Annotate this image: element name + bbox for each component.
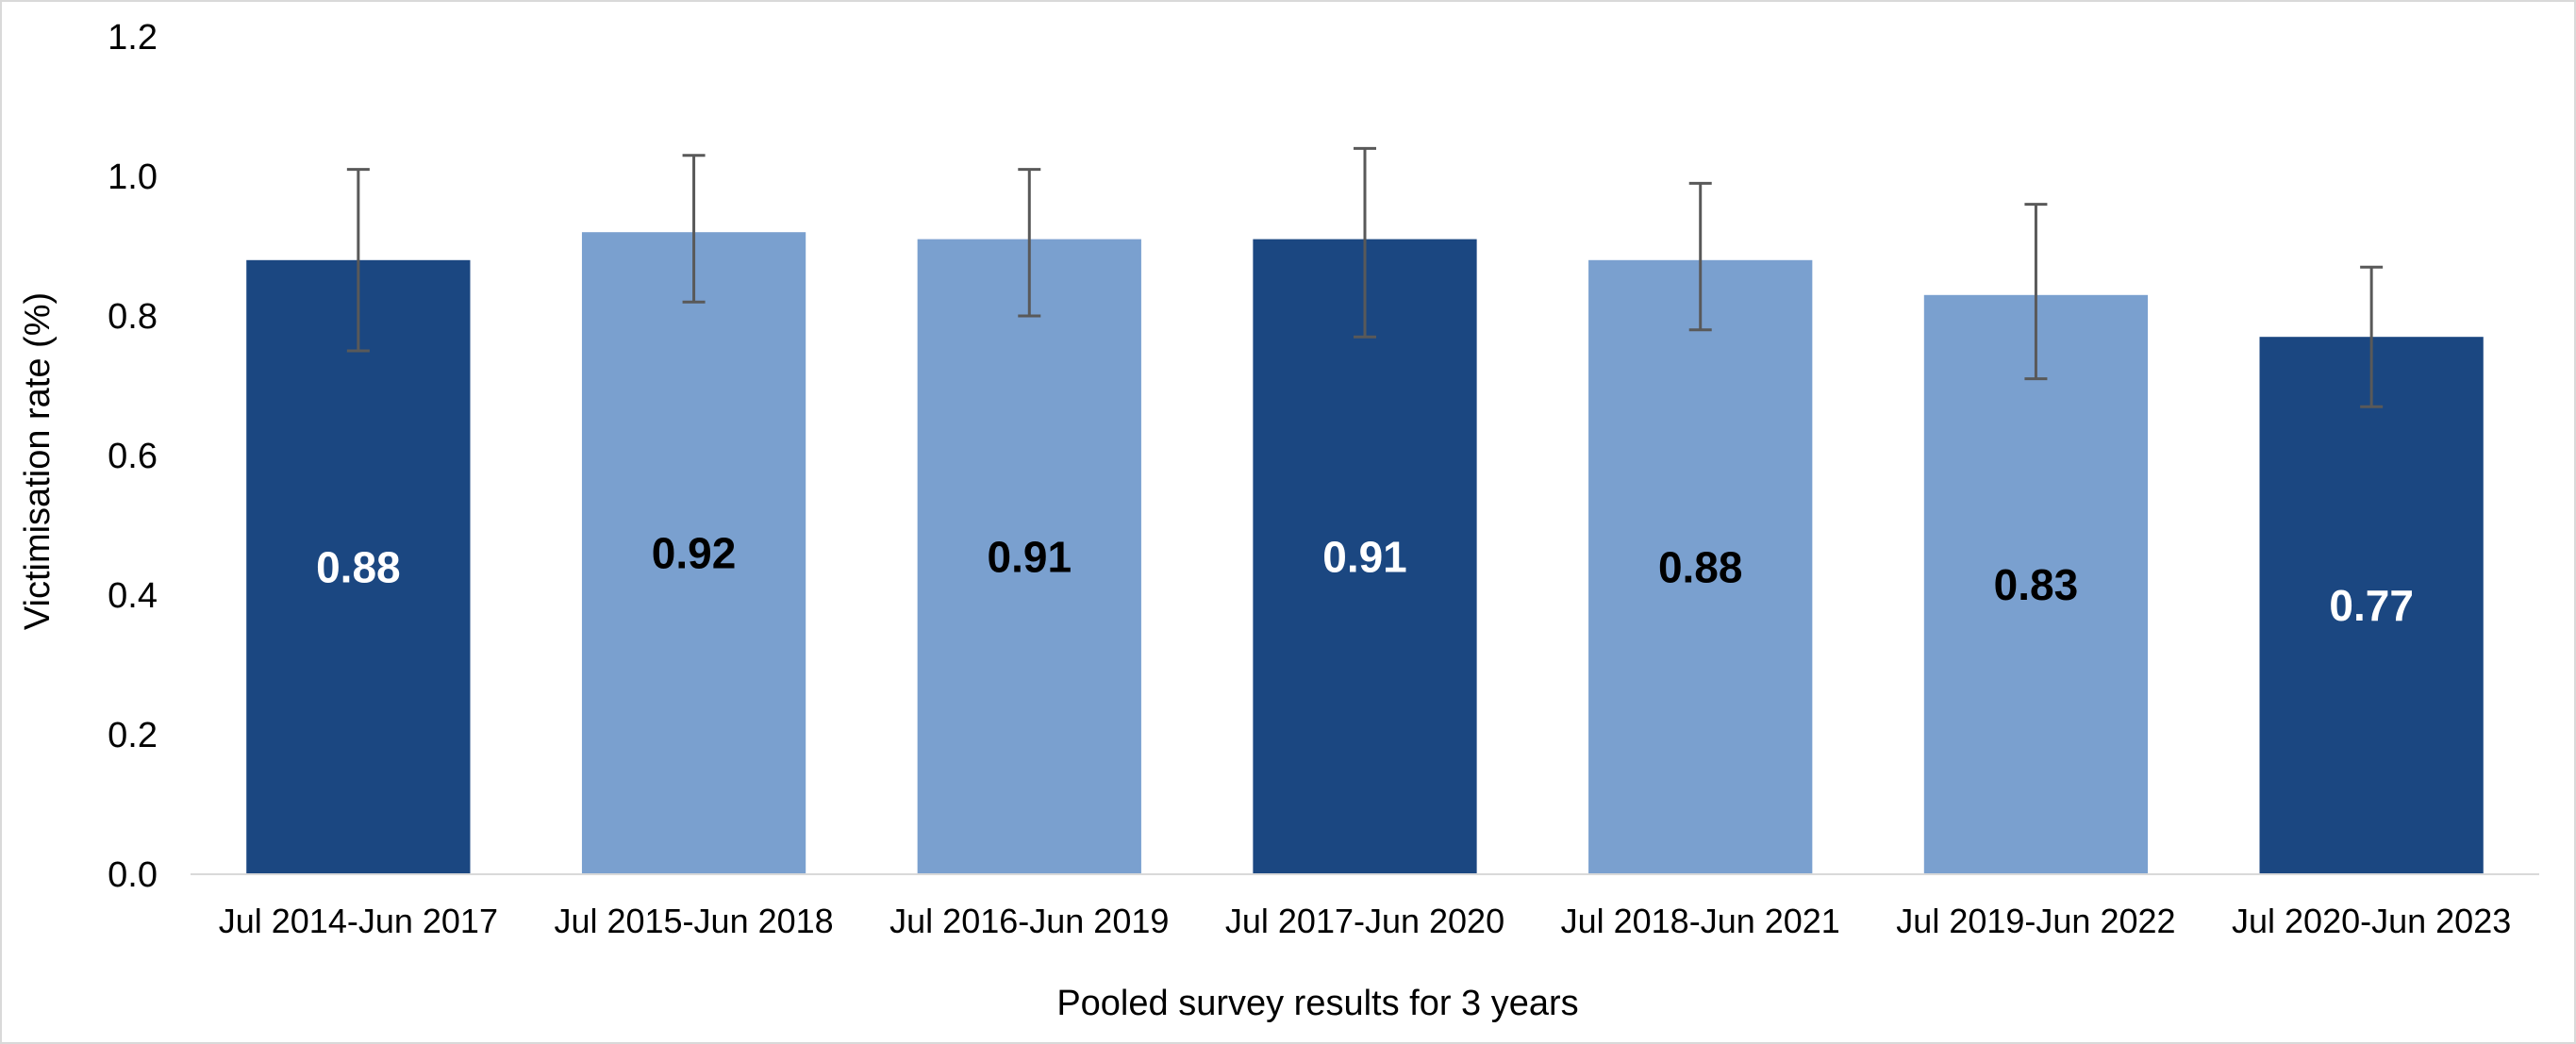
x-axis-title: Pooled survey results for 3 years: [1056, 984, 1578, 1023]
data-label: 0.91: [1322, 532, 1407, 581]
bar: [1923, 294, 2149, 874]
x-category-label: Jul 2020-Jun 2023: [2232, 902, 2511, 940]
x-category-label: Jul 2014-Jun 2017: [219, 902, 498, 940]
y-tick-label: 0.4: [108, 576, 158, 616]
x-category-label: Jul 2015-Jun 2018: [554, 902, 833, 940]
x-category-label: Jul 2018-Jun 2021: [1561, 902, 1840, 940]
y-tick-label: 1.2: [108, 18, 158, 58]
x-category-label: Jul 2017-Jun 2020: [1225, 902, 1504, 940]
data-label: 0.77: [2329, 581, 2414, 630]
y-tick-label: 1.0: [108, 157, 158, 197]
bar: [1588, 259, 1813, 874]
error-bars: [346, 146, 2384, 408]
y-tick-label: 0.0: [108, 855, 158, 895]
data-label: 0.88: [1658, 542, 1743, 591]
y-axis-title: Victimisation rate (%): [18, 292, 58, 630]
y-axis-ticks: 0.0 0.2 0.4 0.6 0.8 1.0 1.2: [108, 18, 158, 895]
bar: [917, 239, 1141, 875]
y-tick-label: 0.8: [108, 297, 158, 337]
data-labels: 0.88 0.92 0.91 0.91 0.88 0.83 0.77: [316, 529, 2414, 631]
bars: [246, 232, 2484, 875]
bar: [1253, 239, 1477, 875]
x-category-label: Jul 2016-Jun 2019: [889, 902, 1169, 940]
bar: [246, 259, 471, 874]
y-tick-label: 0.2: [108, 716, 158, 755]
bar: [581, 232, 806, 874]
bar: [2259, 337, 2484, 874]
x-category-label: Jul 2019-Jun 2022: [1896, 902, 2175, 940]
data-label: 0.88: [316, 542, 401, 591]
data-label: 0.91: [988, 532, 1072, 581]
data-label: 0.92: [652, 529, 737, 578]
data-label: 0.83: [1994, 560, 2079, 609]
x-axis-category-labels: Jul 2014-Jun 2017 Jul 2015-Jun 2018 Jul 20…: [219, 902, 2512, 940]
y-tick-label: 0.6: [108, 437, 158, 476]
